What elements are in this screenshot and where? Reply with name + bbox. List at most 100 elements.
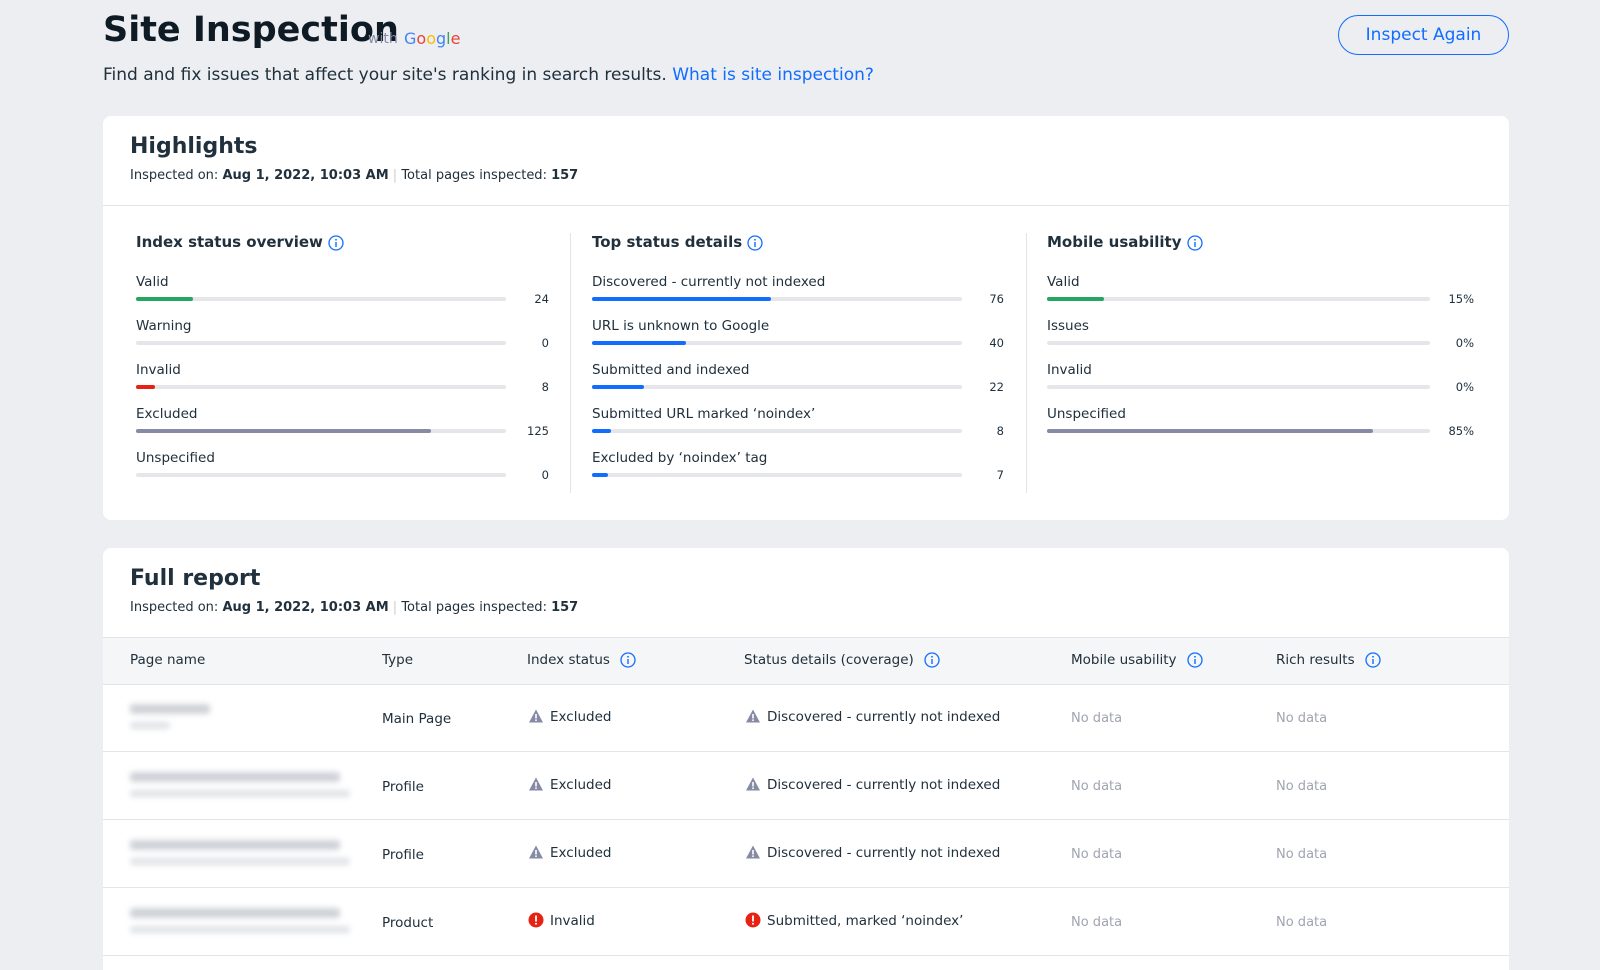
cell-index-status: Excluded [550, 777, 612, 793]
table-header [103, 637, 1509, 685]
bar-track [592, 341, 962, 345]
cell-index-status: Excluded [550, 709, 612, 725]
cell-status-details: Discovered - currently not indexed [767, 845, 1001, 861]
card-title: Full report [130, 566, 261, 591]
warning-icon [745, 708, 761, 724]
column-divider [570, 233, 571, 493]
info-icon [1365, 652, 1381, 668]
item-value: 24 [534, 292, 549, 306]
meta-value: 157 [551, 600, 579, 615]
bar [1047, 429, 1373, 433]
item-value: 22 [989, 380, 1004, 394]
bar [592, 341, 687, 345]
warning-icon [528, 708, 544, 724]
meta-value: 157 [551, 168, 579, 183]
cell-type: Profile [382, 847, 424, 863]
warning-icon [528, 776, 544, 792]
blurred-page-name [130, 772, 340, 782]
bar-track [1047, 385, 1430, 389]
item-label: Unspecified [136, 450, 215, 466]
blurred-page-url [130, 926, 350, 933]
bar [136, 385, 155, 389]
cell-type: Profile [382, 779, 424, 795]
card-title: Highlights [130, 134, 258, 159]
info-icon [924, 652, 940, 668]
bar-track [136, 297, 506, 301]
cell-type: Product [382, 915, 434, 931]
blurred-page-url [130, 722, 170, 729]
warning-icon [745, 776, 761, 792]
item-value: 15% [1448, 292, 1474, 306]
cell-index-status: Excluded [550, 845, 612, 861]
item-label: Submitted and indexed [592, 362, 750, 378]
error-icon [528, 912, 544, 928]
info-icon [1187, 652, 1203, 668]
bar [592, 473, 609, 477]
row-divider [103, 819, 1509, 820]
column-header: Mobile usability [1071, 652, 1177, 668]
bar [592, 297, 772, 301]
cell-index-status: Invalid [550, 913, 595, 929]
cell-type: Main Page [382, 711, 452, 727]
cell-mobile: No data [1071, 915, 1123, 930]
meta: Inspected on: Aug 1, 2022, 10:03 AM | To… [130, 600, 579, 615]
item-label: Valid [136, 274, 169, 290]
column-header: Rich results [1276, 652, 1355, 668]
cell-mobile: No data [1071, 847, 1123, 862]
section-title: Mobile usability [1047, 233, 1182, 251]
full-report-card: Full report Inspected on: Aug 1, 2022, 1… [103, 548, 1509, 970]
item-value: 0% [1455, 380, 1474, 394]
column-header: Page name [130, 652, 206, 668]
help-link[interactable]: What is site inspection? [672, 65, 874, 85]
cell-rich: No data [1276, 847, 1328, 862]
meta-value: Aug 1, 2022, 10:03 AM [222, 600, 389, 615]
cell-mobile: No data [1071, 779, 1123, 794]
meta-value: Aug 1, 2022, 10:03 AM [222, 168, 389, 183]
item-label: Submitted URL marked ‘noindex’ [592, 406, 816, 422]
item-label: Unspecified [1047, 406, 1126, 422]
meta-label: Inspected on: [130, 600, 219, 615]
bar [1047, 297, 1105, 301]
item-value: 76 [989, 292, 1004, 306]
row-divider [103, 751, 1509, 752]
blurred-page-name [130, 908, 340, 918]
subtitle-text: Find and fix issues that affect your sit… [103, 65, 667, 85]
warning-icon [528, 844, 544, 860]
inspect-again-button[interactable]: Inspect Again [1338, 15, 1509, 55]
meta: Inspected on: Aug 1, 2022, 10:03 AM | To… [130, 168, 579, 183]
item-value: 0% [1455, 336, 1474, 350]
divider [103, 205, 1509, 206]
item-value: 85% [1448, 424, 1474, 438]
meta-label: Total pages inspected: [401, 168, 547, 183]
bar-track [592, 385, 962, 389]
bar-track [592, 473, 962, 477]
bar [592, 385, 644, 389]
column-header: Status details (coverage) [744, 652, 914, 668]
error-icon [745, 912, 761, 928]
cell-status-details: Discovered - currently not indexed [767, 709, 1001, 725]
page-title: Site Inspection [103, 10, 399, 50]
item-value: 125 [527, 424, 549, 438]
item-label: Invalid [1047, 362, 1092, 378]
bar [136, 297, 193, 301]
cell-rich: No data [1276, 779, 1328, 794]
bar-track [1047, 297, 1430, 301]
info-icon [328, 235, 344, 251]
meta-label: Total pages inspected: [401, 600, 547, 615]
column-header: Index status [527, 652, 610, 668]
with-text: with [368, 31, 398, 47]
cell-rich: No data [1276, 711, 1328, 726]
bar-track [592, 429, 962, 433]
item-value: 0 [541, 336, 549, 350]
cell-status-details: Submitted, marked ‘noindex’ [767, 913, 964, 929]
blurred-page-url [130, 858, 350, 865]
bar [592, 429, 611, 433]
bar-track [136, 473, 506, 477]
info-icon [1187, 235, 1203, 251]
column-header: Type [382, 652, 414, 668]
section-title: Top status details [592, 233, 743, 251]
item-label: Issues [1047, 318, 1089, 334]
column-divider [1026, 233, 1027, 493]
item-label: Invalid [136, 362, 181, 378]
item-label: URL is unknown to Google [592, 318, 770, 334]
